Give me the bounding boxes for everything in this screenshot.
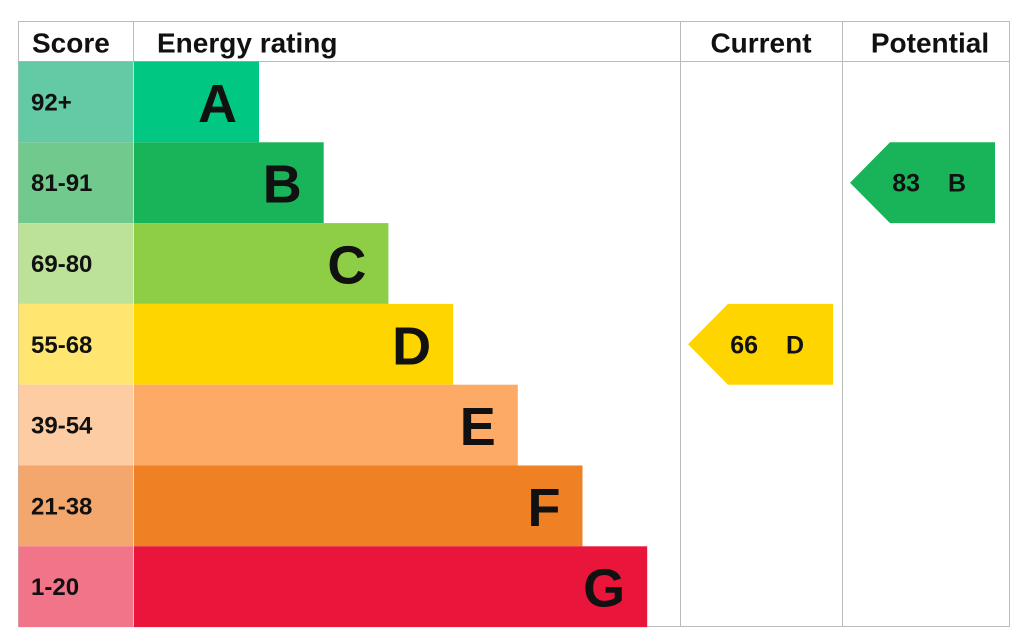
score-cell [18,546,134,628]
score-label: 92+ [31,89,72,116]
rating-bar [134,465,583,547]
score-cell [18,223,134,304]
score-cell [18,384,134,466]
score-label: 21-38 [31,493,92,520]
rating-letter: C [327,236,366,296]
rating-letter: B [263,155,302,215]
score-label: 69-80 [31,251,92,278]
potential-score: 83 [892,170,920,198]
rating-letter: D [392,316,431,376]
rating-letter: G [583,559,625,619]
potential-arrow [850,142,995,224]
score-cell [18,303,134,385]
header-rating: Energy rating [157,28,337,59]
rating-letter: A [198,74,237,134]
header-current: Current [710,28,811,59]
rating-bar [134,384,518,466]
current-letter: D [786,331,804,359]
rating-bar [134,61,259,143]
current-arrow [688,303,833,385]
score-cell [18,465,134,547]
score-label: 1-20 [31,574,79,601]
rating-bar [134,303,454,385]
score-label: 39-54 [31,413,93,440]
potential-letter: B [948,170,966,198]
score-label: 81-91 [31,170,92,197]
header-score: Score [32,28,110,59]
rating-letter: E [460,397,496,457]
score-cell [18,142,134,224]
rating-bar [134,546,648,628]
header-potential: Potential [871,28,989,59]
rating-bar [134,223,389,304]
rating-bar [134,142,324,224]
score-label: 55-68 [31,332,92,359]
score-cell [18,61,134,143]
current-score: 66 [730,331,758,359]
rating-letter: F [528,478,561,538]
